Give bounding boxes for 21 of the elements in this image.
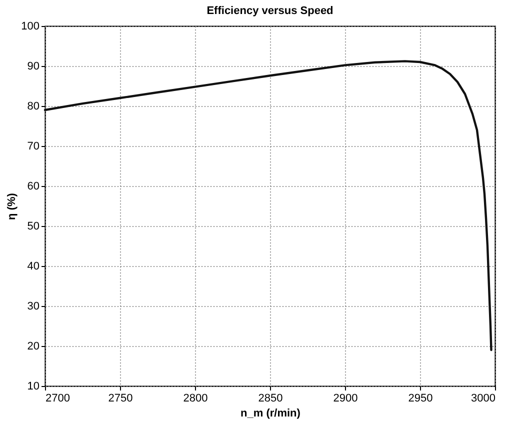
- y-tick-label: 50: [27, 220, 40, 232]
- x-tick-label: 2800: [183, 392, 208, 404]
- y-tick-label: 40: [27, 260, 40, 272]
- y-tick-label: 90: [27, 60, 40, 72]
- y-tick-label: 10: [27, 380, 40, 392]
- x-tick-label: 2850: [258, 392, 283, 404]
- chart-title: Efficiency versus Speed: [206, 5, 334, 17]
- y-tick-label: 60: [27, 180, 40, 192]
- y-axis-title: η (%): [6, 192, 18, 220]
- x-tick-label: 3000: [471, 392, 496, 404]
- x-axis-title: n_m (r/min): [240, 408, 301, 420]
- x-tick-label: 2900: [333, 392, 358, 404]
- y-tick-label: 20: [27, 340, 40, 352]
- x-tick-label: 2950: [408, 392, 433, 404]
- y-tick-label: 100: [21, 20, 40, 32]
- y-tick-label: 80: [27, 100, 40, 112]
- line-series: [44, 60, 492, 352]
- x-tick-label: 2700: [46, 392, 70, 404]
- x-tick-label: 2750: [108, 392, 133, 404]
- y-tick-label: 30: [27, 300, 40, 312]
- y-tick-label: 70: [27, 140, 40, 152]
